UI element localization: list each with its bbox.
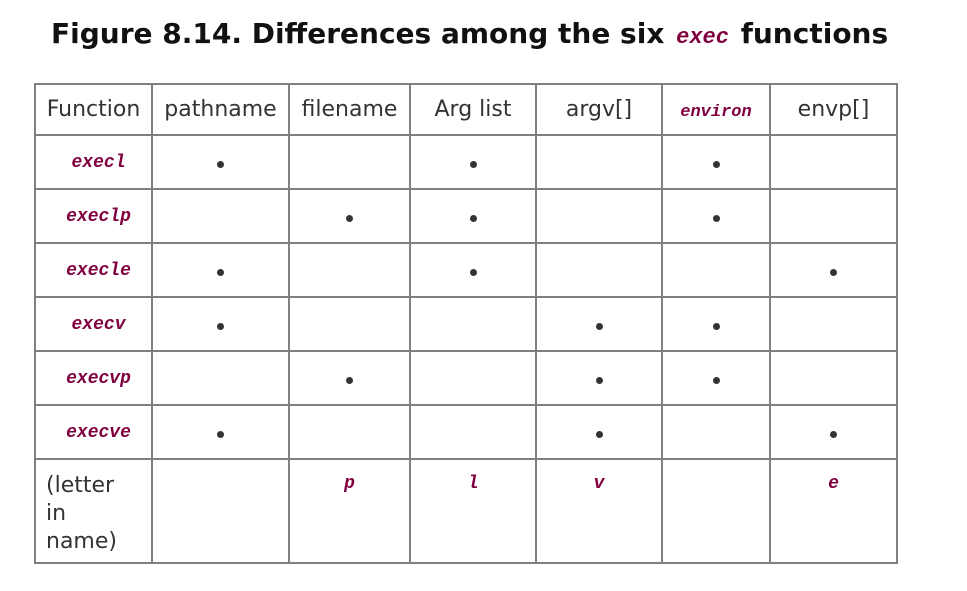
table-cell (662, 189, 770, 243)
letter-code: l (467, 474, 479, 494)
table-cell (289, 243, 410, 297)
header-row: Function pathname filename Arg list argv[] en… (35, 84, 897, 135)
letter-label-cell: (letter in name) (35, 459, 152, 563)
table-cell (289, 405, 410, 459)
letter-code: e (828, 474, 839, 494)
function-name: execle (66, 260, 131, 281)
bullet-icon (712, 214, 720, 222)
table-row: execle (35, 243, 897, 297)
table-cell (662, 243, 770, 297)
table-cell (289, 135, 410, 189)
table-cell (662, 297, 770, 351)
table-row: execvp (35, 351, 897, 405)
table-cell (662, 135, 770, 189)
table-cell (536, 351, 662, 405)
column-header: envp[] (770, 84, 897, 135)
column-header-code: environ (680, 103, 752, 122)
function-name-cell: execl (35, 135, 152, 189)
title-code: exec (676, 25, 729, 50)
table-row: execlp (35, 189, 897, 243)
column-header: filename (289, 84, 410, 135)
function-name: execv (71, 314, 126, 335)
letter-cell: l (410, 459, 536, 563)
table-cell (536, 405, 662, 459)
figure-title: Figure 8.14. Differences among the six e… (51, 14, 888, 58)
table-cell (289, 297, 410, 351)
bullet-icon (346, 376, 353, 384)
function-name-cell: execv (35, 297, 152, 351)
bullet-icon (712, 160, 720, 168)
bullet-icon (217, 160, 224, 168)
table-cell (410, 135, 536, 189)
bullet-icon (712, 322, 720, 330)
table-cell (152, 351, 289, 405)
table-cell (536, 189, 662, 243)
letter-code: p (344, 474, 355, 494)
table-cell (770, 189, 897, 243)
table-cell (152, 243, 289, 297)
title-suffix: functions (740, 17, 889, 50)
exec-functions-table: Function pathname filename Arg list argv[] en… (34, 83, 898, 564)
letter-row: (letter in name) p l v e (35, 459, 897, 563)
column-header: Arg list (410, 84, 536, 135)
column-header: environ (662, 84, 770, 135)
function-name-cell: execvp (35, 351, 152, 405)
function-name: execve (66, 422, 131, 443)
table-cell (152, 297, 289, 351)
function-name-cell: execle (35, 243, 152, 297)
bullet-icon (346, 214, 353, 222)
table-cell (770, 351, 897, 405)
bullet-icon (469, 268, 477, 276)
letter-label: (letter in name) (46, 473, 117, 554)
letter-code: v (593, 474, 605, 494)
bullet-icon (595, 376, 603, 384)
table-cell (770, 405, 897, 459)
function-name-cell: execlp (35, 189, 152, 243)
bullet-icon (712, 376, 720, 384)
table-cell (770, 297, 897, 351)
table-cell (536, 297, 662, 351)
table-row: execl (35, 135, 897, 189)
table-cell (152, 405, 289, 459)
bullet-icon (469, 214, 477, 222)
table-cell (662, 405, 770, 459)
table-cell (410, 243, 536, 297)
table-row: execve (35, 405, 897, 459)
table-cell (662, 351, 770, 405)
bullet-icon (830, 430, 837, 438)
bullet-icon (830, 268, 837, 276)
function-name: execl (71, 152, 126, 173)
function-name: execlp (66, 206, 131, 227)
table-cell (770, 135, 897, 189)
letter-cell: e (770, 459, 897, 563)
bullet-icon (595, 322, 603, 330)
table-cell (289, 351, 410, 405)
table-cell (410, 297, 536, 351)
bullet-icon (469, 160, 477, 168)
table-cell (152, 189, 289, 243)
table-cell (152, 135, 289, 189)
table-cell (770, 243, 897, 297)
bullet-icon (217, 322, 224, 330)
table-cell (289, 189, 410, 243)
bullet-icon (217, 430, 224, 438)
column-header: argv[] (536, 84, 662, 135)
bullet-icon (595, 430, 603, 438)
table-cell (410, 351, 536, 405)
table-row: execv (35, 297, 897, 351)
function-name-cell: execve (35, 405, 152, 459)
table-cell (410, 189, 536, 243)
letter-cell (152, 459, 289, 563)
column-header: pathname (152, 84, 289, 135)
function-name: execvp (66, 368, 131, 389)
table-cell (410, 405, 536, 459)
letter-cell: v (536, 459, 662, 563)
table-cell (536, 135, 662, 189)
title-prefix: Figure 8.14. Differences among the six (51, 17, 665, 50)
letter-cell: p (289, 459, 410, 563)
column-header: Function (35, 84, 152, 135)
bullet-icon (217, 268, 224, 276)
table-cell (536, 243, 662, 297)
letter-cell (662, 459, 770, 563)
